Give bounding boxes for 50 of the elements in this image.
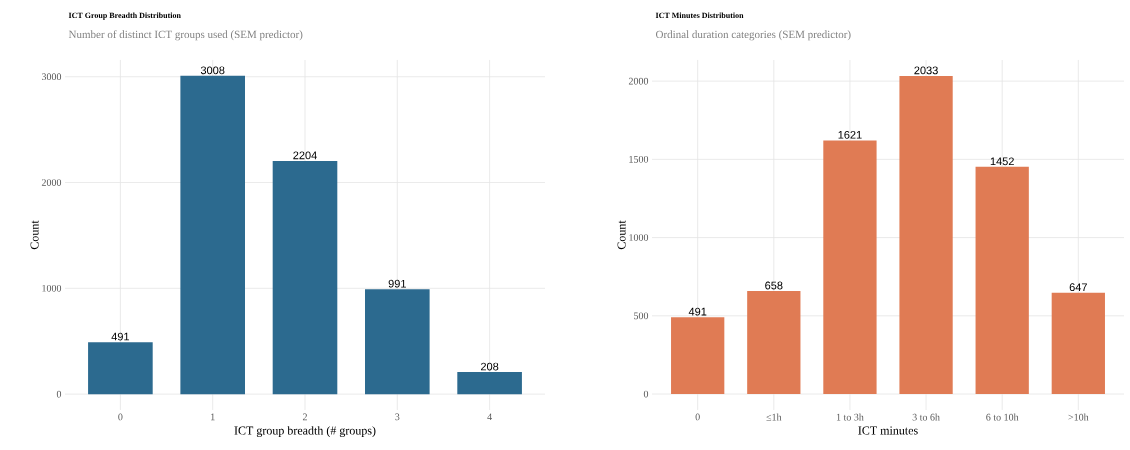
x-tick-label: 0 [695,413,700,421]
chart-title: ICT Group Breadth Distribution [68,12,181,20]
x-axis-title: ICT group breadth (# groups) [234,426,376,438]
y-tick-label: 0 [56,390,62,398]
y-tick-label: 1000 [42,284,62,292]
x-tick-label: >10h [1068,413,1089,421]
x-tick-label: 4 [487,413,492,421]
y-tick-label: 500 [634,312,649,320]
y-tick-label: 2000 [41,179,62,186]
data-label: 491 [688,307,707,316]
x-tick-label: 6 to 10h [986,413,1019,421]
bar [88,342,153,395]
bar [180,75,245,395]
y-tick-label: 1500 [629,155,649,163]
x-tick-label: 3 [395,413,400,421]
data-label: 1621 [838,130,862,139]
chart-subtitle: Ordinal duration categories (SEM predictor) [655,30,851,41]
bar [365,289,430,395]
bar [272,160,338,395]
chart-title: ICT Minutes Distribution [655,12,744,19]
y-tick-label: 2000 [628,77,649,85]
bar [1051,292,1105,395]
bar [747,291,801,395]
y-tick-label: 3000 [41,73,62,81]
data-label: 991 [388,279,406,288]
data-label: 3008 [200,66,225,75]
data-label: 208 [480,362,499,371]
x-tick-label: 1 [211,413,215,421]
bar [671,317,725,395]
data-label: 1452 [990,157,1014,166]
data-label: 647 [1069,283,1087,292]
x-tick-label: 1 to 3h [836,413,864,421]
x-tick-label: ≤1h [766,413,782,421]
bar [975,166,1029,395]
data-label: 2033 [914,66,938,75]
y-axis-title: Count [617,220,626,250]
bar [823,140,877,395]
bar [899,75,953,395]
y-tick-label: 0 [643,390,649,398]
x-axis-title: ICT minutes [858,426,918,435]
x-tick-label: 3 to 6h [912,413,940,421]
y-axis-title: Count [30,220,39,250]
chart-subtitle: Number of distinct ICT groups used (SEM predictor) [68,30,303,41]
bar [457,372,522,395]
data-label: 658 [765,281,783,290]
y-tick-label: 1000 [629,234,649,241]
x-tick-label: 2 [302,413,307,421]
x-tick-label: 0 [118,413,123,421]
data-label: 2204 [293,151,317,160]
data-label: 491 [111,332,130,341]
